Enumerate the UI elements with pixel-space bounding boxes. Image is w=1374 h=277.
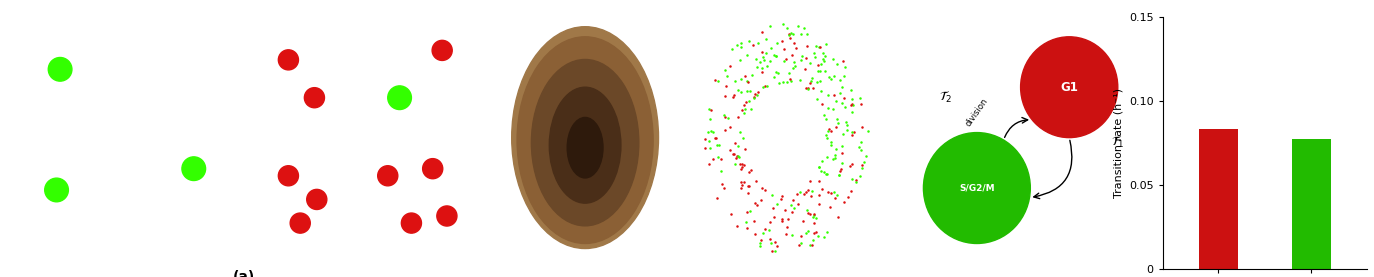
Circle shape [923, 133, 1030, 243]
Text: 1: 1 [229, 125, 235, 134]
Ellipse shape [517, 37, 653, 243]
Circle shape [306, 189, 327, 209]
Text: 57: 57 [460, 244, 471, 253]
Circle shape [48, 58, 71, 81]
Ellipse shape [550, 87, 621, 203]
Bar [1292, 139, 1331, 269]
Circle shape [290, 213, 311, 233]
Circle shape [279, 166, 298, 186]
Text: S/G2/M: S/G2/M [959, 184, 995, 193]
Circle shape [45, 178, 69, 202]
Circle shape [401, 213, 422, 233]
Circle shape [387, 86, 411, 109]
Ellipse shape [532, 60, 639, 226]
Circle shape [431, 40, 452, 60]
Circle shape [378, 166, 398, 186]
Text: G1: G1 [1061, 81, 1079, 94]
Text: 46: 46 [224, 244, 235, 253]
Ellipse shape [511, 27, 658, 248]
Circle shape [437, 206, 458, 226]
Ellipse shape [567, 117, 603, 178]
Text: 12: 12 [342, 125, 353, 134]
Text: division: division [965, 97, 989, 128]
Circle shape [305, 88, 324, 108]
Text: 51: 51 [342, 244, 353, 253]
FancyArrowPatch shape [1004, 117, 1028, 137]
Text: 0: 0 [111, 125, 117, 134]
Text: (a): (a) [232, 270, 254, 277]
Y-axis label: Transition rate (h⁻¹): Transition rate (h⁻¹) [1113, 88, 1124, 198]
Circle shape [181, 157, 206, 181]
Circle shape [423, 159, 442, 179]
Text: 33: 33 [460, 125, 471, 134]
Text: $\mathcal{T}_2$: $\mathcal{T}_2$ [938, 90, 952, 105]
FancyArrowPatch shape [1033, 140, 1072, 199]
Text: $\mathcal{T}_1$: $\mathcal{T}_1$ [1112, 135, 1124, 150]
Circle shape [279, 50, 298, 70]
Circle shape [1021, 37, 1118, 138]
Bar [1198, 129, 1238, 269]
Text: 43: 43 [106, 244, 117, 253]
